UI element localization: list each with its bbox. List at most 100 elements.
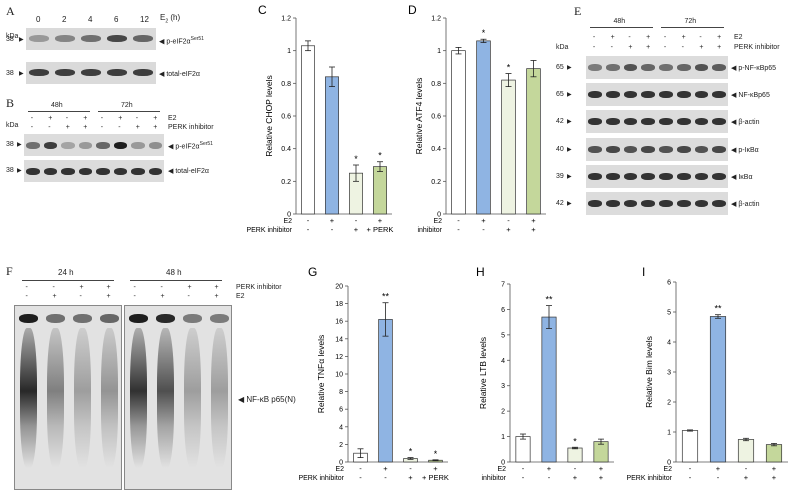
- y-axis-label: Relative ATF4 levels: [414, 78, 424, 155]
- inhibitor-sign: +: [573, 473, 578, 482]
- bar: [373, 166, 387, 215]
- e2-sign: +: [118, 115, 123, 122]
- band: [148, 141, 162, 149]
- well-band: [19, 314, 38, 323]
- band: [623, 146, 638, 153]
- lane-label: 0: [36, 15, 41, 24]
- e2-sign: +: [717, 34, 722, 41]
- well-band: [46, 314, 65, 323]
- significance-mark: *: [507, 63, 511, 73]
- band: [29, 69, 49, 76]
- e2-sign: +: [433, 464, 438, 473]
- row-label-e2: E2: [497, 466, 506, 473]
- inhibitor-sign: -: [482, 225, 485, 234]
- nfkb-smear: [157, 328, 174, 468]
- y-tick-label: 2: [501, 409, 505, 416]
- band: [676, 146, 691, 153]
- blot-strip: [586, 110, 728, 133]
- y-tick-label: 6: [339, 407, 343, 414]
- blot-label: ◀ p-eIF2αSer51: [159, 36, 204, 45]
- blot-strip: [26, 62, 156, 84]
- protein-name: NF-κBp65: [738, 91, 770, 99]
- e2-sign: +: [610, 34, 615, 41]
- kda-label: kDa: [6, 122, 19, 129]
- inhibitor-sign: + PERK: [422, 473, 449, 482]
- group-underline: [22, 280, 114, 281]
- phospho-site: Ser51: [199, 141, 213, 147]
- arrow-left-icon: ◀: [731, 146, 739, 154]
- blot-label: ◀ total-eIF2α: [168, 167, 209, 175]
- band: [81, 69, 101, 76]
- band: [623, 91, 638, 98]
- inhibitor-sign: -: [133, 284, 136, 291]
- band: [623, 173, 638, 180]
- band: [641, 146, 655, 153]
- bar: [325, 76, 339, 215]
- band: [712, 118, 726, 125]
- inhibitor-sign: +: [599, 473, 604, 482]
- group-label: 72h: [121, 102, 133, 109]
- blot-label: ◀ β-actin: [731, 200, 759, 208]
- lane-label: 4: [88, 15, 93, 24]
- band: [694, 118, 709, 125]
- band: [78, 141, 92, 149]
- y-tick-label: 20: [335, 284, 343, 291]
- inhibitor-sign: +: [531, 225, 536, 234]
- inhibitor-sign: -: [25, 284, 28, 291]
- band: [605, 146, 620, 153]
- y-tick-label: 3: [667, 370, 671, 377]
- arrow-left-icon: ◀: [731, 118, 739, 126]
- e2-sign: -: [25, 293, 28, 300]
- inhibitor-sign: -: [384, 473, 387, 482]
- mw-label: 42: [556, 117, 564, 125]
- nfkb-smear: [74, 328, 91, 468]
- e2-sign: -: [457, 216, 460, 225]
- significance-mark: *: [354, 154, 358, 164]
- band: [641, 200, 655, 207]
- row-label-inhibitor: PERK inhibitor: [236, 284, 282, 291]
- inhibitor-sign: +: [187, 284, 192, 291]
- protein-name: p-eIF2α: [166, 38, 191, 46]
- y-axis-label: Relative CHOP levels: [264, 75, 274, 157]
- bar: [567, 447, 583, 463]
- row-label-e2: E2: [433, 218, 442, 225]
- panel-letter: C: [258, 3, 267, 17]
- row-label-e2: E2: [734, 34, 743, 41]
- row-label-inhibitor: inhibitor: [481, 475, 506, 482]
- group-label: 48 h: [166, 268, 182, 277]
- arrow-left-icon: ◀: [731, 200, 739, 208]
- inhibitor-sign: +: [744, 473, 749, 482]
- e2-sign: -: [187, 293, 190, 300]
- row-label-inhibitor: PERK inhibitor: [626, 475, 672, 482]
- band: [131, 167, 145, 175]
- band: [641, 118, 655, 125]
- arrow-right-icon: ▶: [567, 64, 572, 71]
- panel-letter: G: [308, 265, 317, 279]
- y-tick-label: 18: [335, 301, 343, 308]
- e2-sign: +: [547, 464, 552, 473]
- band: [712, 200, 726, 207]
- bar: [737, 439, 755, 463]
- inhibitor-sign: -: [52, 284, 55, 291]
- inhibitor-sign: +: [699, 44, 704, 51]
- band: [712, 91, 726, 98]
- well-band: [100, 314, 119, 323]
- band: [623, 64, 638, 71]
- protein-name: β-actin: [738, 200, 760, 208]
- y-axis-label: Relative Bim levels: [644, 336, 654, 408]
- e2-sign: +: [330, 216, 335, 225]
- blot-strip: [26, 28, 156, 50]
- y-tick-label: 0.6: [431, 114, 441, 121]
- y-tick-label: 1: [437, 48, 441, 55]
- blot-label: ◀ p-eIF2αSer51: [168, 141, 213, 150]
- band: [659, 64, 673, 71]
- protein-name: β-actin: [738, 118, 760, 126]
- significance-mark: *: [434, 449, 438, 459]
- lane-label: 12: [140, 15, 149, 24]
- panel-letter-f: F: [6, 264, 13, 278]
- significance-mark: *: [409, 447, 413, 457]
- inhibitor-sign: +: [214, 284, 219, 291]
- bar: [681, 430, 699, 463]
- e2-sign: -: [628, 34, 631, 41]
